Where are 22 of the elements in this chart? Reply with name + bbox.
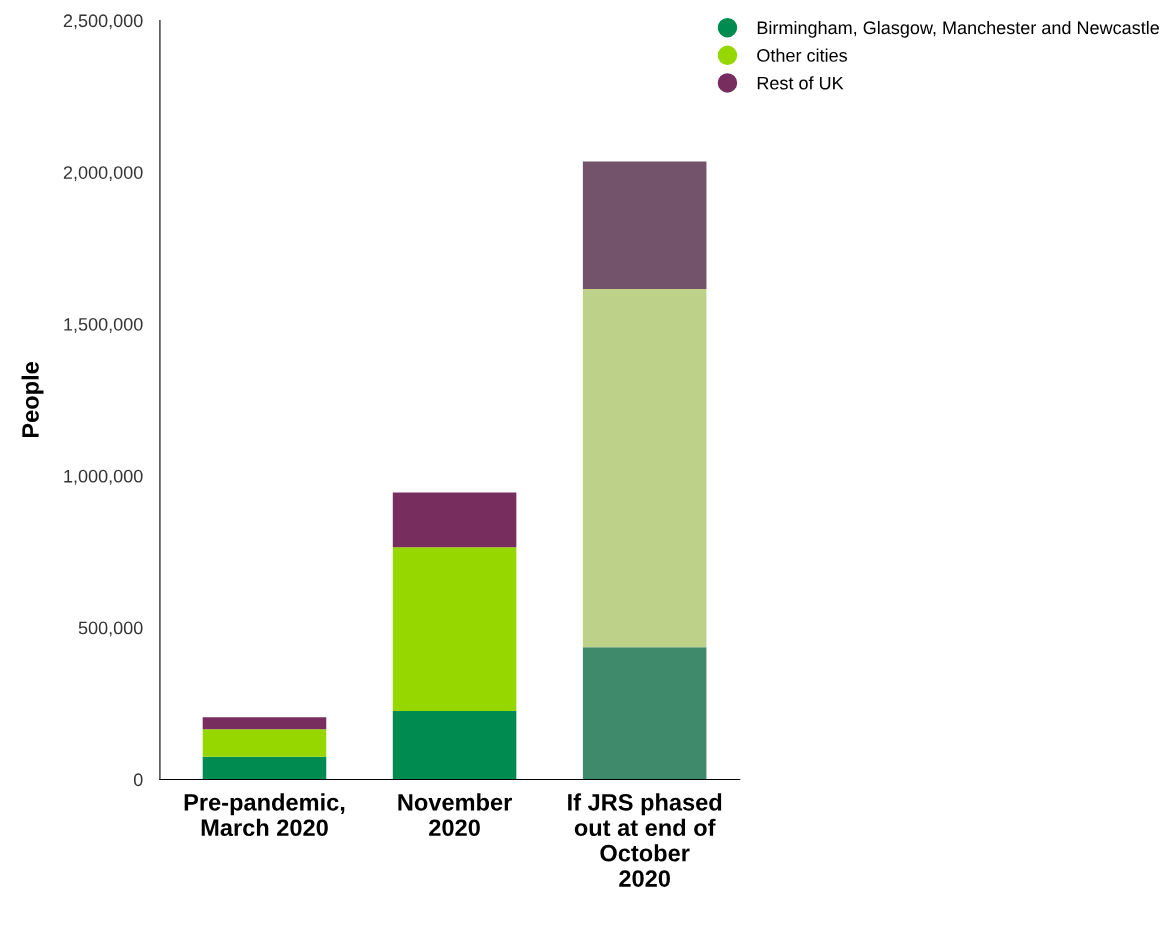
legend-label: Birmingham, Glasgow, Manchester and Newcastle bbox=[757, 20, 1159, 38]
bar bbox=[582, 647, 707, 780]
bar bbox=[392, 711, 517, 780]
legend-label: Rest of UK bbox=[757, 76, 844, 90]
bar bbox=[392, 547, 517, 712]
bar bbox=[202, 717, 327, 730]
legend-label: Other cities bbox=[757, 48, 848, 62]
x-tick-label: Pre-pandemic, March 2020 bbox=[184, 793, 345, 837]
bar bbox=[582, 161, 707, 290]
x-tick-label: If JRS phased out at end of October 2020 bbox=[568, 793, 722, 887]
bar bbox=[392, 492, 517, 548]
bar bbox=[582, 289, 707, 648]
x-tick-label: November 2020 bbox=[398, 793, 512, 837]
y-tick-label: 1,500,000 bbox=[64, 317, 143, 333]
bar bbox=[202, 729, 327, 757]
bar bbox=[202, 756, 327, 780]
y-tick-label: 2,500,000 bbox=[63, 14, 143, 30]
y-tick-label: 2,000,000 bbox=[63, 166, 143, 182]
y-tick-label: 1,000,000 bbox=[64, 469, 143, 485]
y-tick-label: 0 bbox=[133, 773, 143, 787]
y-axis-title: People bbox=[21, 362, 44, 438]
y-tick-label: 500,000 bbox=[78, 621, 143, 637]
